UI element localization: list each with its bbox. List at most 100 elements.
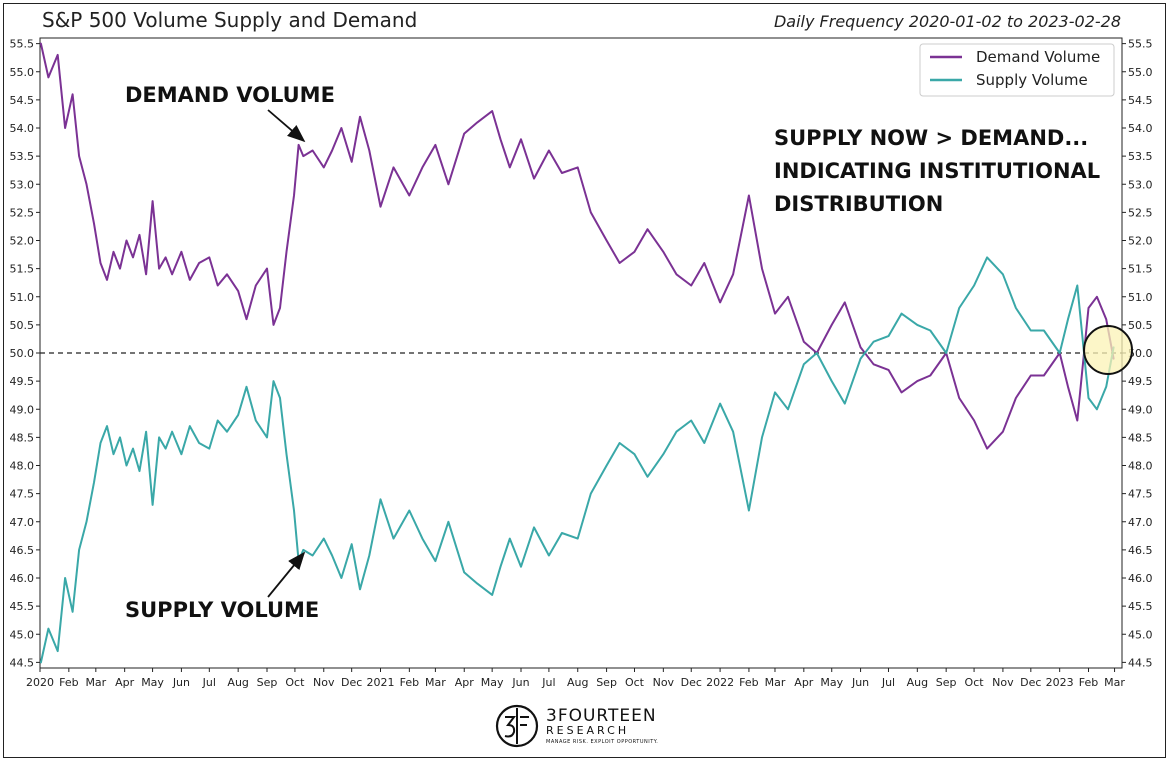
y-tick-label: 48.5 [10, 431, 35, 444]
x-tick-label: Jun [511, 676, 529, 689]
y-tick-label: 48.0 [10, 460, 35, 473]
y-tick-label-right: 50.0 [1128, 347, 1153, 360]
annotation-supply: SUPPLY VOLUME [125, 598, 319, 622]
y-tick-label-right: 55.5 [1128, 38, 1153, 51]
y-tick-label-right: 45.0 [1128, 628, 1153, 641]
series-layer [39, 42, 1115, 664]
y-tick-label: 44.5 [10, 656, 35, 669]
y-tick-label-right: 49.5 [1128, 375, 1153, 388]
chart-title: S&P 500 Volume Supply and Demand [42, 8, 418, 32]
x-tick-label: Aug [227, 676, 248, 689]
legend-label-demand: Demand Volume [976, 48, 1100, 66]
y-tick-label-right: 47.5 [1128, 488, 1153, 501]
series-line-supply-volume [39, 256, 1115, 664]
logo-tagline: MANAGE RISK. EXPLOIT OPPORTUNITY. [546, 739, 659, 745]
x-tick-label: May [481, 676, 504, 689]
y-tick-label: 45.5 [10, 600, 35, 613]
y-tick-label: 52.5 [10, 206, 35, 219]
arrow-demand [267, 109, 306, 143]
y-tick-label-right: 49.0 [1128, 403, 1153, 416]
y-tick-label: 47.0 [10, 516, 35, 529]
annotation-note-line2: INDICATING INSTITUTIONAL [774, 159, 1100, 183]
x-tick-label: Sep [257, 676, 278, 689]
chart-subtitle: Daily Frequency 2020-01-02 to 2023-02-28 [773, 12, 1121, 31]
y-tick-label-right: 51.5 [1128, 263, 1153, 276]
y-tick-label: 51.0 [10, 291, 35, 304]
y-tick-label: 54.5 [10, 94, 35, 107]
x-tick-label: Mar [425, 676, 446, 689]
y-tick-label-right: 48.0 [1128, 460, 1153, 473]
x-tick-label: May [820, 676, 843, 689]
y-tick-label-right: 46.0 [1128, 572, 1153, 585]
x-tick-label: 2023 [1046, 676, 1074, 689]
x-tick-label: Apr [115, 676, 135, 689]
x-tick-label: 2022 [706, 676, 734, 689]
x-tick-label: Apr [794, 676, 814, 689]
chart-frame [3, 3, 1166, 758]
y-tick-label: 55.5 [10, 38, 35, 51]
legend-label-supply: Supply Volume [976, 71, 1088, 89]
y-axis-right: 44.5 45.0 45.5 46.0 46.5 47.0 47.5 48.0 48.5 49.0… [1122, 38, 1153, 669]
y-tick-label-right: 48.5 [1128, 431, 1153, 444]
chart-svg: 44.5 45.0 45.5 46.0 46.5 47.0 47.5 48.0 48.5 49.0… [10, 37, 1153, 689]
y-axis-left: 44.5 45.0 45.5 46.0 46.5 47.0 47.5 48.0 48.5 49.0… [10, 38, 40, 669]
y-tick-label: 50.5 [10, 319, 35, 332]
x-tick-label: Nov [992, 676, 1014, 689]
x-tick-label: Sep [596, 676, 617, 689]
x-tick-label: Mar [765, 676, 786, 689]
annotation-note-line3: DISTRIBUTION [774, 192, 943, 216]
y-tick-label: 50.0 [10, 347, 35, 360]
x-tick-label: 2021 [367, 676, 395, 689]
y-tick-label-right: 44.5 [1128, 656, 1153, 669]
legend-box [919, 43, 1115, 97]
x-tick-label: Dec [681, 676, 702, 689]
x-tick-label: Aug [567, 676, 588, 689]
x-tick-label: Feb [739, 676, 758, 689]
x-tick-label: Apr [455, 676, 475, 689]
logo: 3FOURTEEN RESEARCH MANAGE RISK. EXPLOIT … [494, 703, 674, 749]
y-tick-label: 45.0 [10, 628, 35, 641]
series-line-demand-volume [39, 42, 1115, 450]
y-tick-label-right: 55.0 [1128, 66, 1153, 79]
highlight-circle [1083, 325, 1133, 375]
annotation-note-line1: SUPPLY NOW > DEMAND... [774, 126, 1088, 150]
annotation-demand: DEMAND VOLUME [125, 83, 335, 107]
y-tick-label: 53.5 [10, 150, 35, 163]
x-tick-label: Dec [1020, 676, 1041, 689]
x-tick-label: Jun [851, 676, 869, 689]
y-tick-label: 46.5 [10, 544, 35, 557]
y-tick-label: 47.5 [10, 488, 35, 501]
x-axis: 2020 Feb Mar Apr May Jun Jul Aug Sep Oct Nov Dec 202… [26, 668, 1125, 689]
y-tick-label-right: 53.0 [1128, 178, 1153, 191]
x-tick-label: Oct [965, 676, 985, 689]
x-tick-label: Jul [202, 676, 216, 689]
x-tick-label: 2020 [26, 676, 54, 689]
y-tick-label-right: 46.5 [1128, 544, 1153, 557]
y-tick-label-right: 51.0 [1128, 291, 1153, 304]
y-tick-label-right: 52.0 [1128, 235, 1153, 248]
y-tick-label: 49.5 [10, 375, 35, 388]
y-tick-label-right: 52.5 [1128, 206, 1153, 219]
x-tick-label: Nov [313, 676, 335, 689]
y-tick-label: 49.0 [10, 403, 35, 416]
x-tick-label: Dec [341, 676, 362, 689]
x-tick-label: Feb [1079, 676, 1098, 689]
y-tick-label-right: 54.0 [1128, 122, 1153, 135]
logo-sub: RESEARCH [546, 724, 630, 737]
y-tick-label: 53.0 [10, 178, 35, 191]
y-tick-label-right: 54.5 [1128, 94, 1153, 107]
y-tick-label-right: 47.0 [1128, 516, 1153, 529]
y-tick-label-right: 50.5 [1128, 319, 1153, 332]
x-tick-label: Mar [1104, 676, 1125, 689]
y-tick-label: 55.0 [10, 66, 35, 79]
legend: Demand Volume Supply Volume [919, 43, 1115, 97]
x-tick-label: Sep [936, 676, 957, 689]
logo-mark-icon [495, 704, 539, 748]
y-tick-label: 51.5 [10, 263, 35, 276]
y-tick-label: 46.0 [10, 572, 35, 585]
y-tick-label: 54.0 [10, 122, 35, 135]
y-tick-label-right: 53.5 [1128, 150, 1153, 163]
x-tick-label: Jul [541, 676, 555, 689]
x-tick-label: May [141, 676, 164, 689]
x-tick-label: Oct [625, 676, 645, 689]
